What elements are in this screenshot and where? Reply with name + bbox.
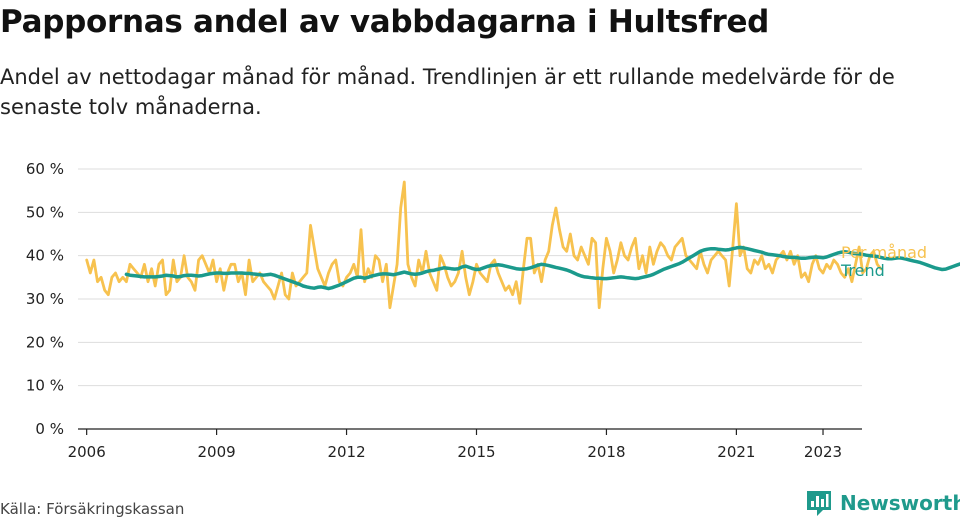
x-tick-label: 2012	[327, 443, 365, 461]
y-axis-ticks: 0 % 10 % 20 % 30 % 40 % 50 % 60 %	[26, 160, 64, 438]
x-tick-label: 2021	[717, 443, 755, 461]
source-credit: Källa: Försäkringskassan	[0, 500, 185, 518]
y-tick-label: 40 %	[26, 247, 64, 265]
y-tick-label: 20 %	[26, 333, 64, 351]
gridlines	[78, 168, 862, 430]
y-tick-label: 10 %	[26, 377, 64, 395]
trend-line	[124, 245, 960, 291]
y-tick-label: 0 %	[35, 420, 64, 438]
brand-logo: Newsworthy	[804, 488, 960, 518]
series-lines	[85, 180, 960, 310]
x-tick-label: 2009	[198, 443, 236, 461]
chart-subtitle: Andel av nettodagar månad för månad. Tre…	[0, 65, 895, 119]
x-tick-label: 2006	[68, 443, 106, 461]
page-title: Pappornas andel av vabbdagarna i Hultsfr…	[0, 4, 770, 40]
y-tick-label: 50 %	[26, 203, 64, 221]
x-tick-label: 2015	[457, 443, 495, 461]
y-tick-label: 30 %	[26, 290, 64, 308]
bar-chart-speech-bubble-icon	[807, 491, 831, 516]
brand-name: Newsworthy	[840, 491, 960, 515]
x-tick-label: 2018	[587, 443, 625, 461]
y-tick-label: 60 %	[26, 160, 64, 178]
legend-label-trend: Trend	[840, 261, 885, 280]
x-tick-label: 2023	[804, 443, 842, 461]
monthly-line	[85, 180, 883, 310]
x-axis-ticks: 2006 2009 2012 2015 2018 2021 2023	[68, 429, 842, 461]
legend-label-monthly: Per månad	[841, 243, 927, 262]
